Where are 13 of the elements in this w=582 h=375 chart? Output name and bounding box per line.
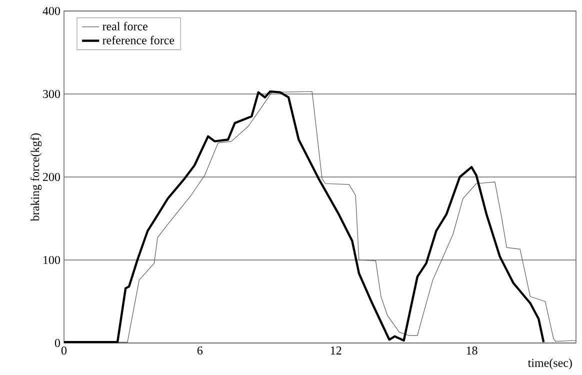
x-tick-label: 6 [197,346,203,355]
y-tick-label: 100 [44,256,60,264]
x-tick-label: 12 [330,346,342,354]
y-tick-label: 400 [42,6,60,16]
x-axis-title: time(sec) [528,358,572,370]
legend-label: reference force [102,36,174,44]
y-tick-label: 300 [43,90,60,98]
x-tick-label: 0 [61,346,67,355]
x-tick-label: 18 [466,346,478,355]
y-tick-label: 200 [43,172,60,182]
legend-label: real force [102,22,148,30]
y-axis-title: braking force(kgf) [30,133,42,222]
y-tick-label: 0 [54,338,60,348]
